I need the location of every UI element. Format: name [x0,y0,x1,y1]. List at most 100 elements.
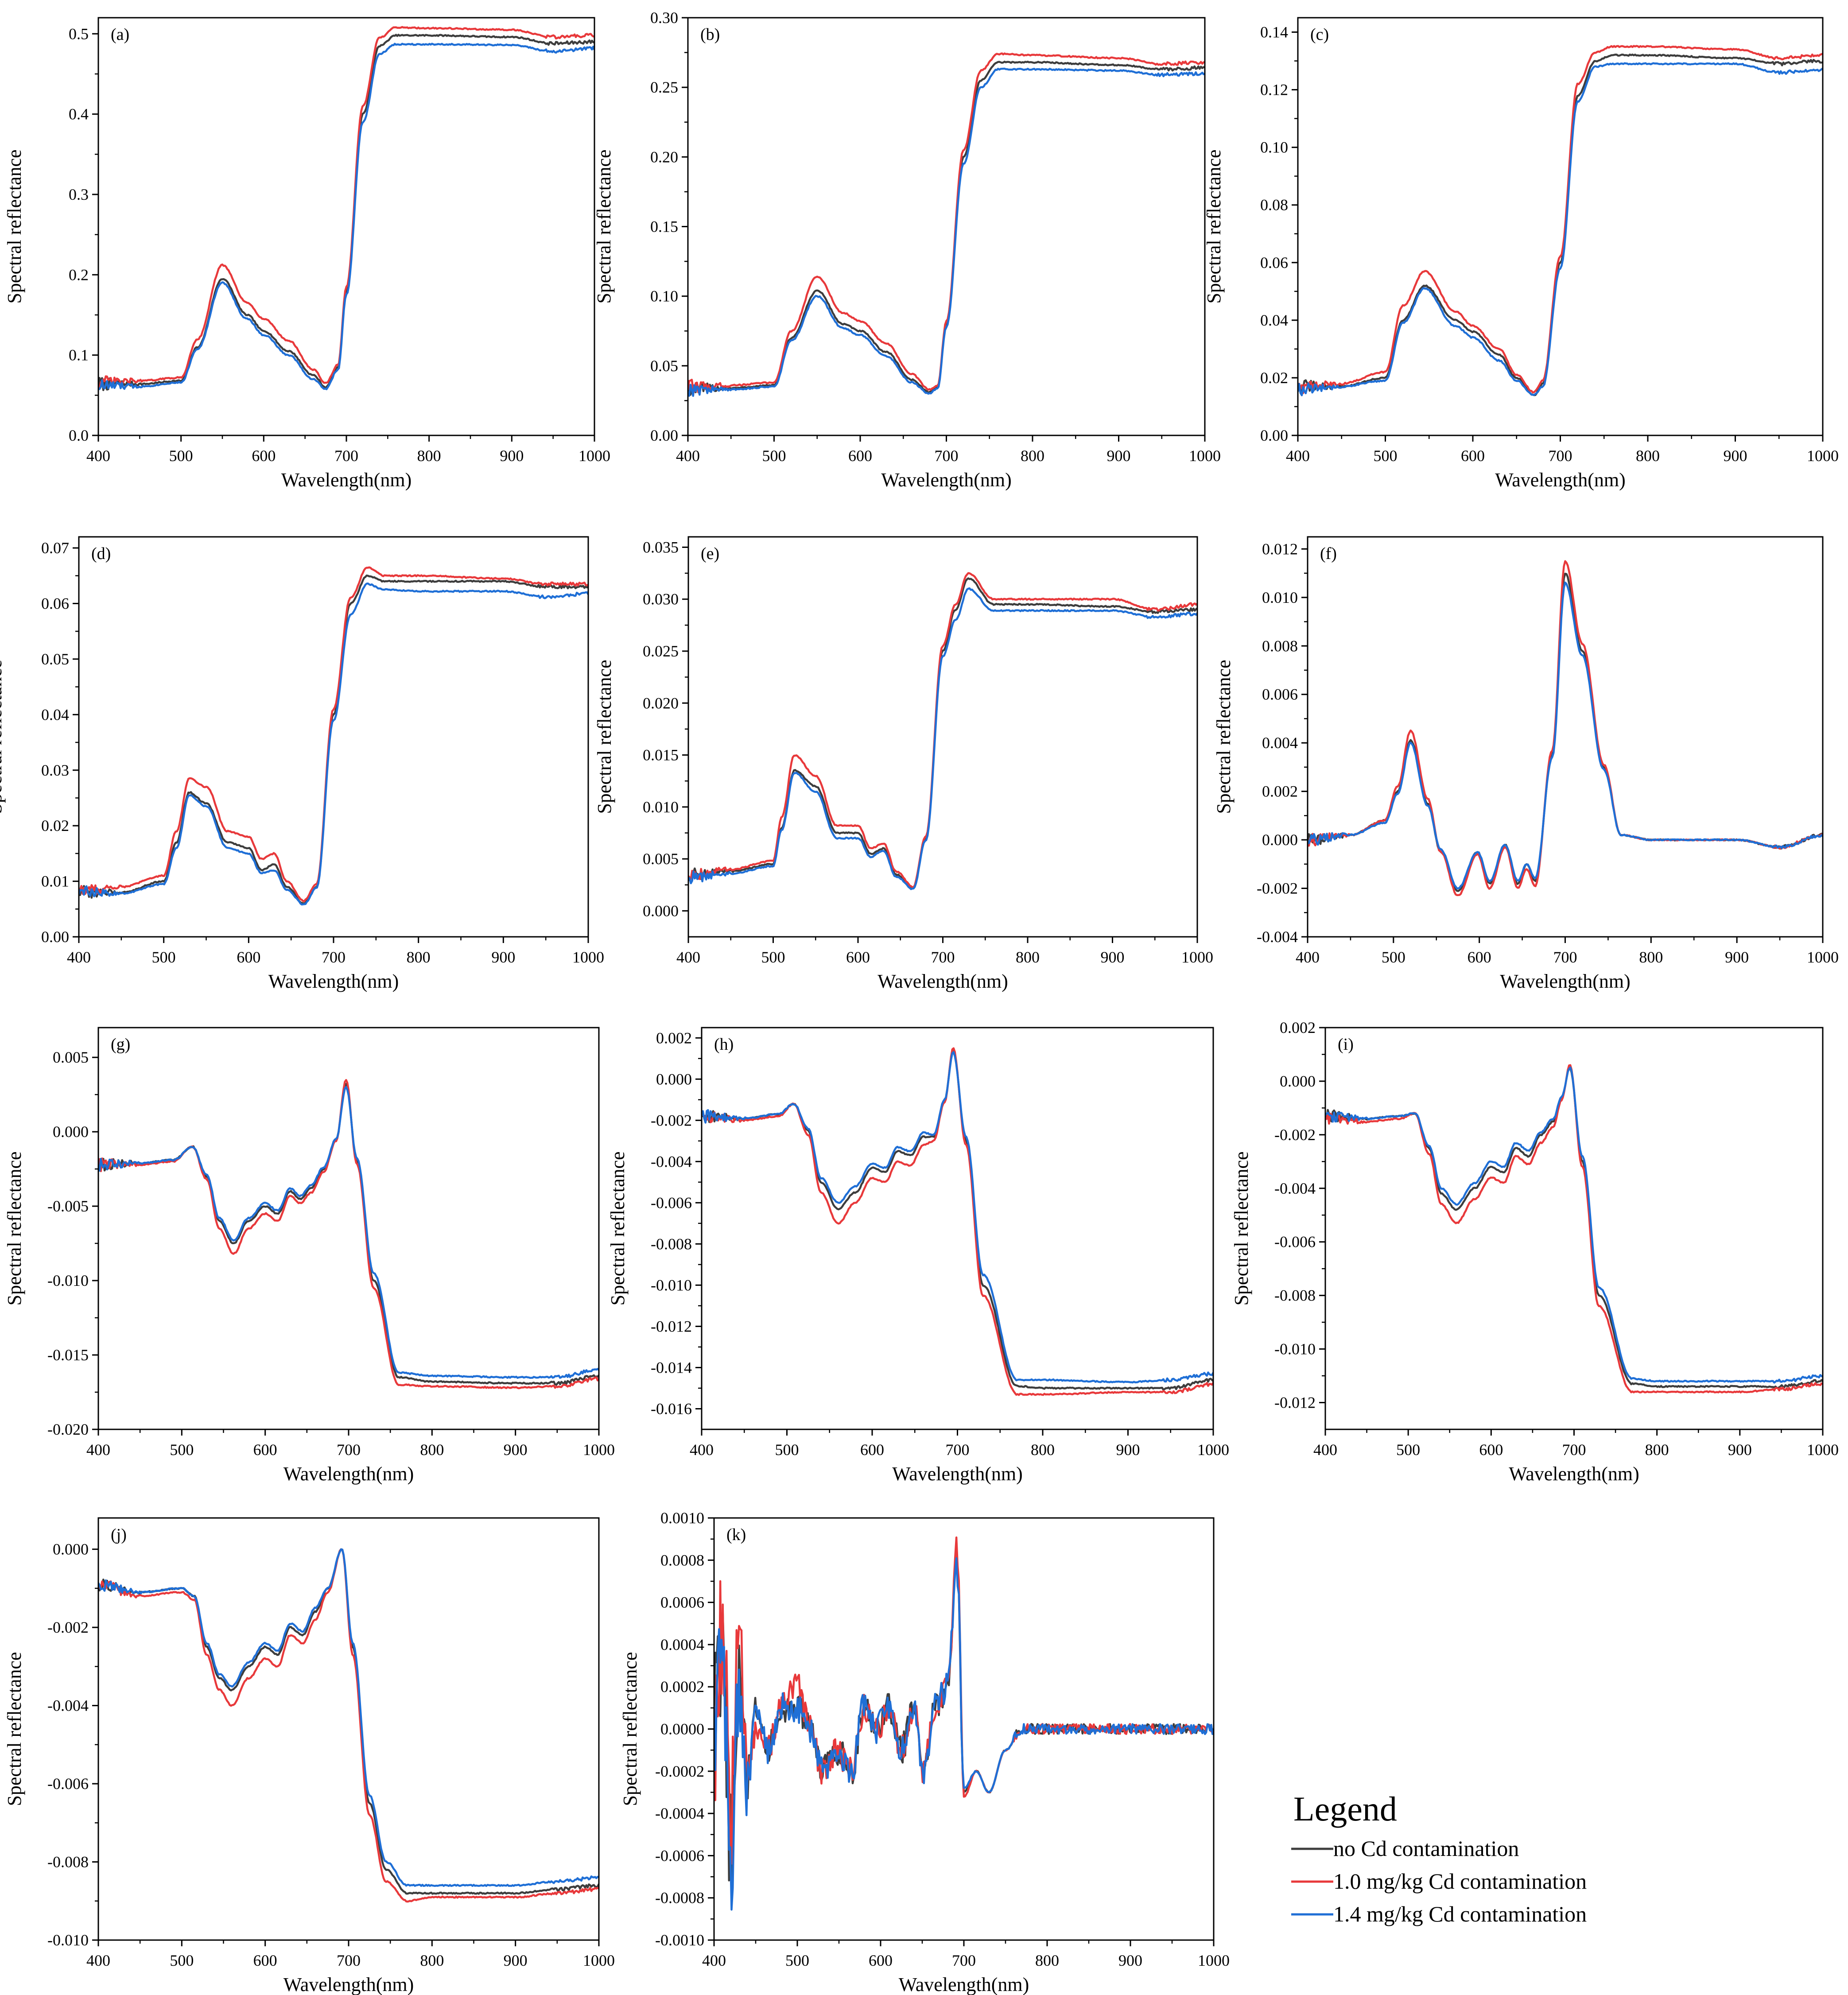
y-axis-title: Spectral reflectance [4,1652,25,1806]
y-tick-label: -0.014 [651,1358,692,1376]
y-tick-label: 0.002 [1262,783,1298,800]
x-tick-label: 1000 [578,447,610,465]
x-tick-label: 500 [1374,447,1398,465]
y-tick-label: -0.010 [1274,1340,1316,1358]
y-tick-label: 0.10 [650,287,678,305]
series-line-2 [1325,1064,1823,1393]
y-tick-label: 0.12 [1260,81,1288,99]
x-tick-label: 400 [690,1441,714,1459]
x-tick-label: 900 [504,1952,528,1969]
x-tick-label: 1000 [583,1952,615,1969]
series-line-2 [688,52,1205,394]
y-tick-label: 0.0004 [660,1636,704,1653]
series-line-1 [79,574,588,905]
x-axis-title: Wavelength(nm) [899,1974,1029,1995]
y-tick-label: 0.010 [1262,589,1298,606]
panel-letter: (j) [111,1525,127,1544]
x-tick-label: 1000 [572,948,604,966]
panel-letter: (a) [111,25,129,44]
y-tick-label: 0.5 [69,25,89,43]
y-tick-label: -0.008 [47,1853,89,1871]
y-axis-title: Spectral reflectance [619,1652,641,1806]
y-tick-label: 0.05 [41,650,69,668]
x-tick-label: 400 [1296,948,1320,966]
y-tick-label: 0.07 [41,539,69,557]
y-tick-label: 0.00 [41,928,69,946]
legend-label-no-cd: no Cd contamination [1333,1836,1519,1861]
x-tick-label: 1000 [1198,1952,1230,1969]
y-tick-label: -0.004 [651,1153,692,1170]
y-tick-label: 0.012 [1262,540,1298,558]
y-tick-label: -0.0010 [655,1931,704,1949]
x-tick-label: 400 [676,948,700,966]
chart-panel-k: 400 500 600 700 800 900 1000 -0.0010 -0.0008 -0.0… [619,1509,1230,1995]
x-tick-label: 600 [860,1441,884,1459]
x-tick-label: 1000 [1181,948,1213,966]
y-tick-label: -0.004 [1274,1180,1316,1197]
x-tick-label: 800 [420,1952,444,1969]
x-tick-label: 700 [931,948,955,966]
legend: Legend no Cd contamination 1.0 mg/kg Cd … [1291,1789,1587,1926]
y-tick-label: 0.05 [650,357,678,375]
x-tick-label: 800 [407,948,431,966]
y-tick-label: -0.006 [1274,1233,1316,1251]
x-tick-label: 600 [253,1952,277,1969]
legend-label-1-4: 1.4 mg/kg Cd contamination [1333,1902,1587,1926]
x-tick-label: 600 [1468,948,1491,966]
x-tick-label: 700 [337,1441,361,1459]
y-tick-label: 0.4 [69,105,89,123]
series-line-1 [98,1083,599,1386]
x-tick-label: 800 [1645,1441,1669,1459]
x-tick-label: 700 [1553,948,1577,966]
series-group [98,1079,599,1390]
y-tick-label: 0.06 [41,595,69,613]
y-tick-label: 0.025 [643,642,679,660]
y-tick-label: -0.0008 [655,1889,704,1907]
y-tick-label: -0.002 [47,1619,89,1636]
x-tick-label: 900 [1728,1441,1752,1459]
y-axis-title: Spectral reflectance [1213,660,1235,814]
x-tick-label: 1000 [583,1441,615,1459]
chart-panel-b: 400 500 600 700 800 900 1000 0.00 0.05 0.10 0.15 0.… [593,9,1221,491]
y-tick-label: 0.002 [656,1029,692,1047]
x-tick-label: 1000 [1189,447,1221,465]
y-tick-label: 0.02 [1260,369,1288,387]
panel-letter: (h) [714,1035,734,1054]
y-tick-label: 0.00 [1260,427,1288,444]
x-tick-label: 500 [762,447,786,465]
panel-letter: (g) [111,1035,130,1054]
y-tick-label: 0.06 [1260,254,1288,272]
y-tick-label: 0.0010 [660,1509,704,1527]
y-tick-label: 0.1 [69,346,89,364]
x-axis-title: Wavelength(nm) [881,469,1012,491]
y-tick-label: -0.016 [651,1400,692,1417]
x-tick-label: 500 [785,1952,809,1969]
y-tick-label: -0.010 [47,1272,89,1289]
y-tick-label: -0.004 [47,1697,89,1715]
x-tick-label: 900 [491,948,515,966]
y-tick-label: 0.10 [1260,139,1288,156]
x-tick-label: 800 [1035,1952,1059,1969]
chart-panel-h: 400 500 600 700 800 900 1000 -0.016 -0.014 -0.012… [607,1027,1229,1485]
y-tick-label: -0.002 [1274,1126,1316,1144]
legend-label-1-0: 1.0 mg/kg Cd contamination [1333,1869,1587,1894]
y-tick-label: -0.012 [651,1317,692,1335]
legend-entry-1-0: 1.0 mg/kg Cd contamination [1291,1869,1587,1894]
y-axis-title: Spectral reflectance [4,149,25,303]
x-tick-label: 500 [169,447,193,465]
x-axis-title: Wavelength(nm) [283,1463,414,1485]
x-tick-label: 900 [1118,1952,1142,1969]
x-tick-label: 900 [1116,1441,1140,1459]
x-tick-label: 400 [86,447,110,465]
x-tick-label: 900 [1101,948,1125,966]
x-tick-label: 500 [170,1441,194,1459]
x-tick-label: 400 [702,1952,726,1969]
y-tick-label: -0.010 [651,1276,692,1294]
panel-letter: (b) [700,25,720,44]
series-line-2 [702,1047,1213,1396]
x-tick-label: 800 [1639,948,1663,966]
y-tick-label: 0.0 [69,427,89,444]
y-tick-label: 0.3 [69,186,89,203]
series-line-3 [79,582,588,906]
y-axis-title: Spectral reflectance [594,660,615,814]
